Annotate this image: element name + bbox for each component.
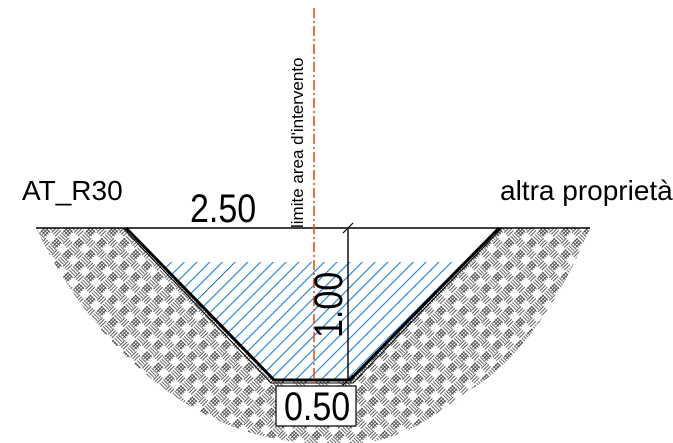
depth-dimension-tick-bottom [342,374,354,386]
ditch-profile [124,226,501,382]
bottom-width-label: 0.50 [284,383,350,428]
left-zone-label: AT_R30 [22,175,123,206]
bottom-width-box [275,385,357,427]
right-zone-label: altra proprietà [500,175,673,206]
ditch-profile-inner [122,227,503,384]
top-width-label: 2.50 [190,185,256,230]
depth-label: 1.00 [305,272,350,338]
depth-dimension-tick-top [342,222,354,234]
boundary-label: limite area d'intervento [288,58,307,229]
